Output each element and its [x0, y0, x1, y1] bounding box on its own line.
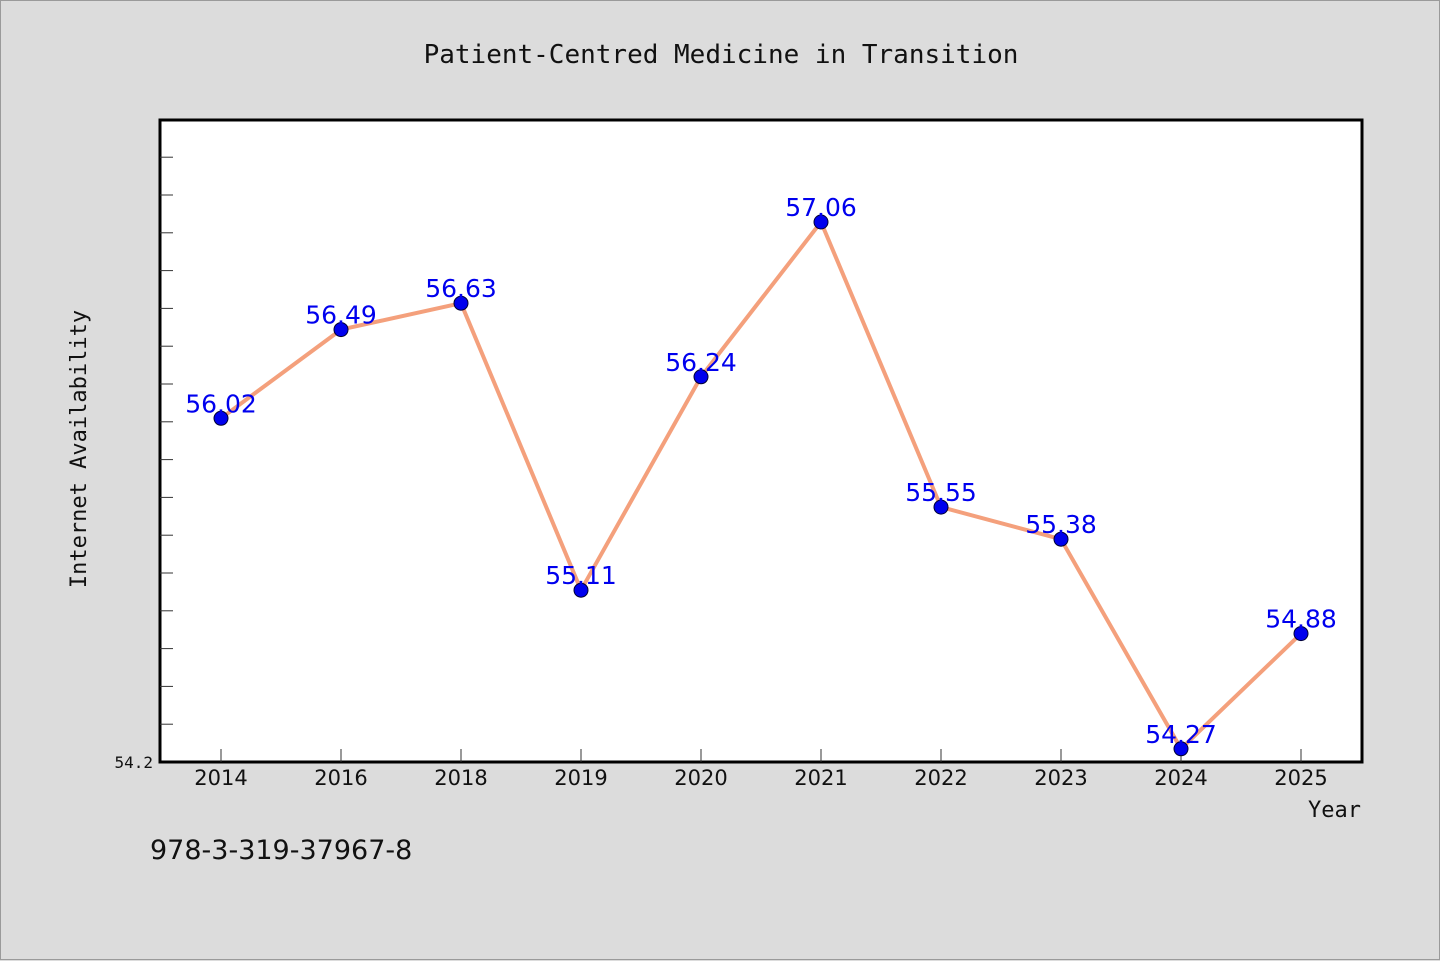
data-markers	[213, 214, 1309, 757]
data-point	[813, 214, 829, 230]
y-tick-label: 54.2	[114, 753, 153, 772]
data-point	[453, 295, 469, 311]
data-label: 56.02	[185, 389, 257, 418]
chart-title: Patient-Centred Medicine in Transition	[424, 40, 1019, 70]
data-point	[1173, 741, 1189, 757]
data-label: 56.63	[425, 274, 497, 303]
x-tick-label: 2023	[1034, 766, 1087, 790]
x-axis-tick-labels: 2014 2016 2018 2019 2020 2021 2022 2023 2024 2025	[194, 766, 1327, 790]
data-point	[1053, 531, 1069, 547]
data-point	[213, 410, 229, 426]
x-tick-label: 2014	[194, 766, 247, 790]
x-tick-label: 2019	[554, 766, 607, 790]
data-label: 55.38	[1025, 510, 1097, 539]
x-tick-label: 2021	[794, 766, 847, 790]
y-axis-ticks	[160, 156, 173, 725]
y-axis-label: Internet Availability	[67, 310, 92, 588]
x-tick-label: 2025	[1274, 766, 1327, 790]
data-point	[693, 369, 709, 385]
data-point	[333, 322, 349, 338]
data-point	[933, 499, 949, 515]
data-point	[1293, 626, 1309, 642]
data-label: 55.11	[545, 561, 617, 590]
x-tick-label: 2018	[434, 766, 487, 790]
data-label: 56.49	[305, 301, 377, 330]
x-tick-label: 2022	[914, 766, 967, 790]
data-label: 57.06	[785, 193, 857, 222]
data-point	[573, 582, 589, 598]
x-tick-label: 2024	[1154, 766, 1207, 790]
plot-area	[158, 118, 1364, 764]
x-tick-label: 2016	[314, 766, 367, 790]
data-label: 56.24	[665, 348, 737, 377]
x-tick-label: 2020	[674, 766, 727, 790]
series-line	[219, 220, 1303, 751]
data-labels: 56.02 56.49 56.63 55.11 56.24 57.06 55.55 55.38…	[185, 193, 1337, 749]
x-axis-label: Year	[1308, 798, 1361, 823]
isbn-footer: 978-3-319-37967-8	[150, 835, 413, 866]
series-line-group	[219, 220, 1303, 751]
data-label: 54.27	[1145, 720, 1217, 749]
data-label: 55.55	[905, 478, 977, 507]
data-label: 54.88	[1265, 605, 1337, 634]
